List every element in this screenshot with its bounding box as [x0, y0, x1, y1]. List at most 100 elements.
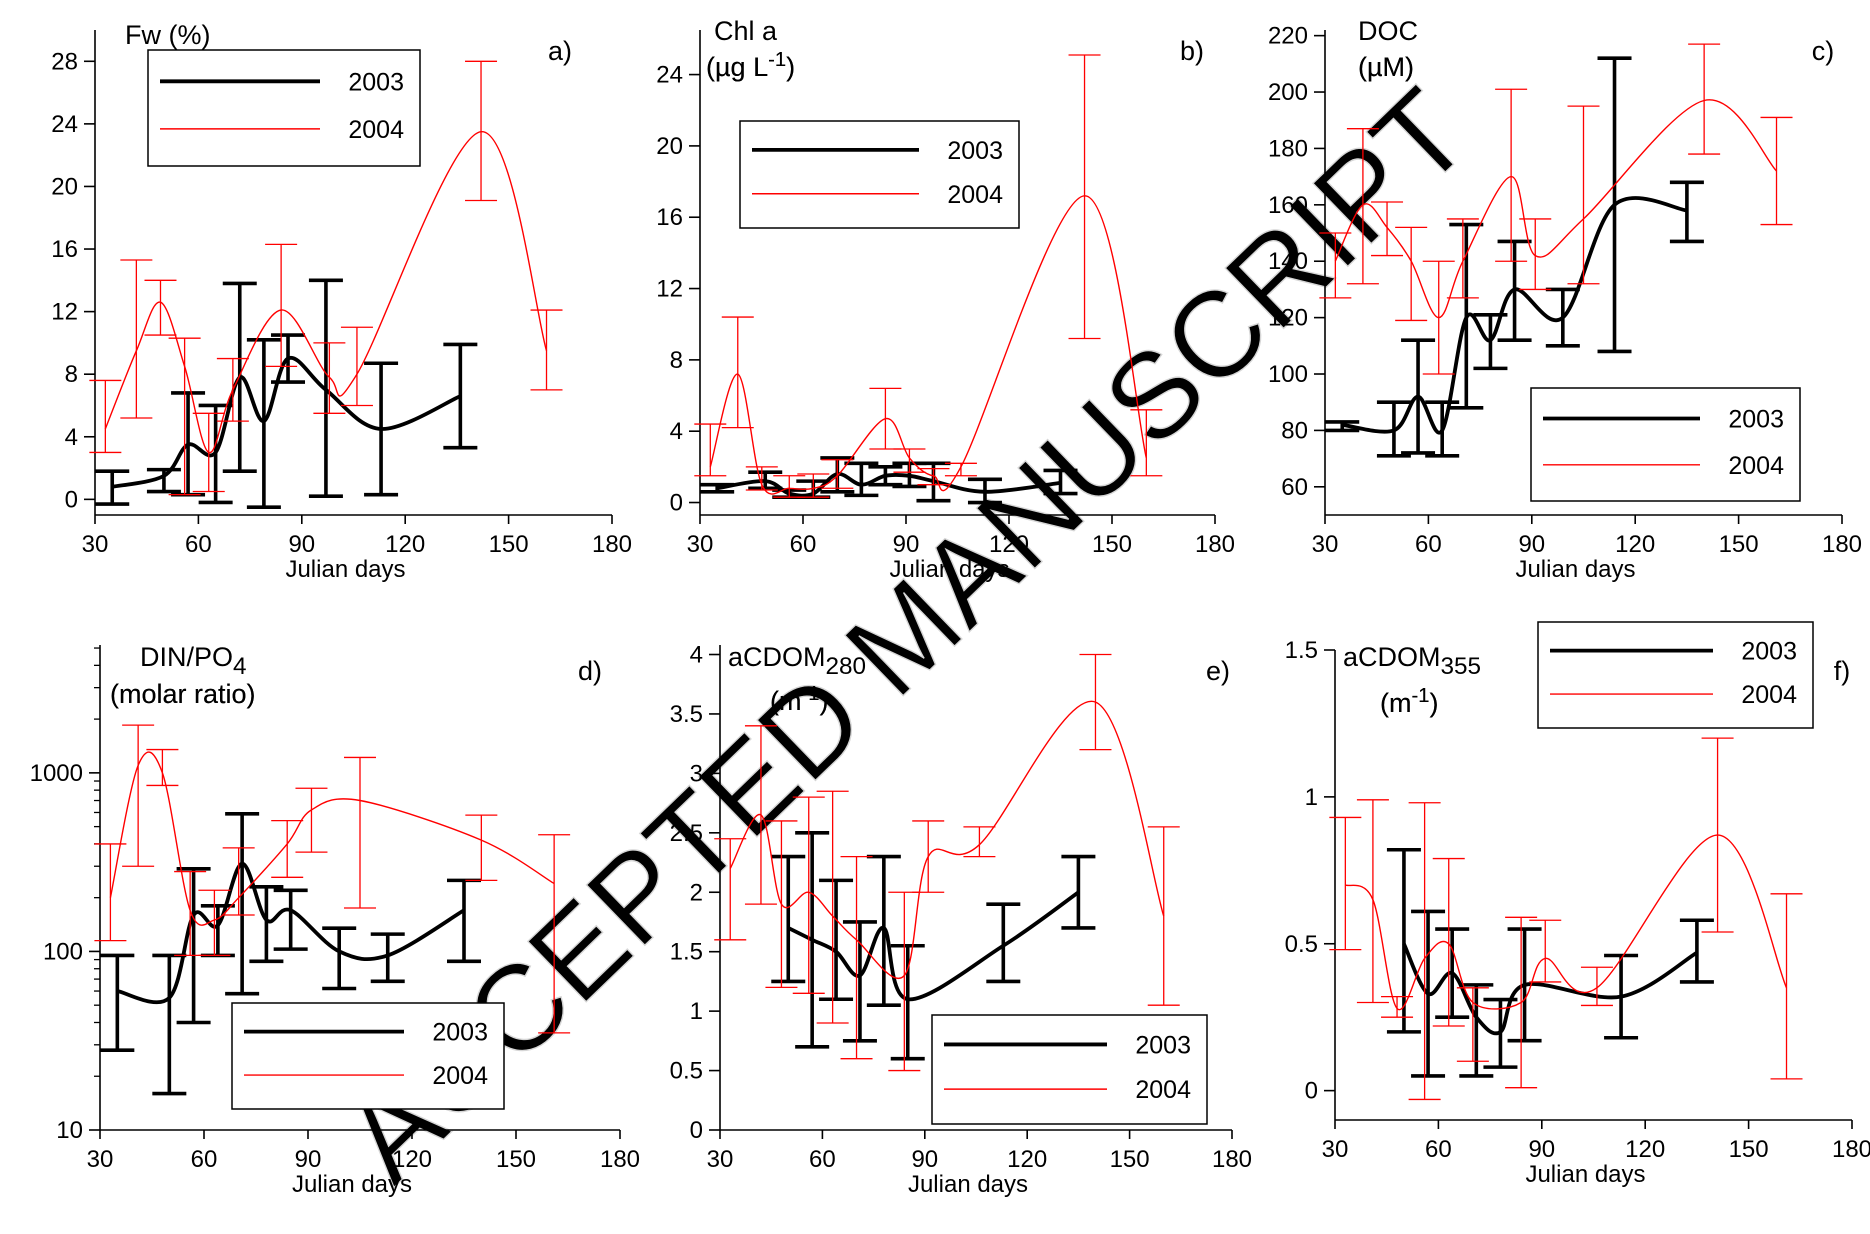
error-bar-2003: [986, 902, 1021, 984]
legend-label-2004: 2004: [348, 116, 404, 144]
error-bar-2003: [1679, 918, 1714, 984]
series-line-2003: [116, 861, 465, 1005]
legend: 2003 2004: [931, 1014, 1208, 1125]
error-bar-2004: [1688, 43, 1721, 155]
error-bar-2003: [819, 878, 854, 1002]
chart-title: aCDOM355: [1343, 642, 1481, 680]
y-tick-label: 20: [656, 133, 683, 160]
chart-title-units: (µg L-1): [706, 49, 795, 82]
y-tick-label: 4: [670, 418, 683, 445]
y-tick-label: 100: [1268, 361, 1308, 388]
chart-panel-b: 30 60 90 120 150 180 Julian days 0 4 8 12 16 20 24 200…: [656, 16, 1235, 583]
x-tick-label: 60: [1415, 531, 1442, 558]
y-tick-label: 16: [656, 204, 683, 231]
series-line-2004: [1334, 99, 1778, 319]
x-tick-label: 180: [592, 531, 632, 558]
error-bar-2004: [792, 796, 825, 994]
x-tick-label: 90: [288, 531, 315, 558]
error-bar-2004: [538, 834, 571, 1034]
x-tick-label: 30: [82, 531, 109, 558]
error-bar-2004: [1147, 826, 1180, 1006]
chart-title: DOC: [1358, 16, 1418, 46]
error-bar-2004: [917, 467, 950, 486]
series-2004: [89, 60, 563, 496]
chart-title-units: (µg L-1): [706, 49, 795, 82]
legend-box: [1537, 621, 1814, 729]
y-tick-label: 1.5: [670, 939, 703, 966]
series-2003: [771, 831, 1096, 1061]
x-tick-label: 180: [1832, 1136, 1870, 1163]
legend-box: [1530, 387, 1801, 502]
error-bar-2004: [1408, 802, 1441, 1101]
y-tick-label: 1.5: [1285, 637, 1318, 664]
series-line-2004: [1344, 834, 1788, 1011]
error-bar-2003: [370, 932, 405, 984]
y-tick-label: 100: [43, 938, 83, 965]
y-tick-label: 0: [670, 490, 683, 517]
x-tick-label: 30: [1322, 1136, 1349, 1163]
legend-box: [147, 49, 421, 167]
legend: 2003 2004: [1537, 621, 1814, 729]
y-tick-label: 4: [65, 424, 78, 451]
chart-title-units: (m-1): [770, 683, 829, 716]
y-tick-label: 2.5: [670, 820, 703, 847]
y-tick-label: 200: [1268, 79, 1308, 106]
chart-title-units: (m-1): [1380, 685, 1439, 718]
error-bar-2004: [465, 814, 498, 882]
y-tick-label: 3.5: [670, 701, 703, 728]
legend-label-2003: 2003: [1728, 406, 1784, 434]
x-tick-label: 30: [87, 1146, 114, 1173]
y-tick-label: 4: [690, 642, 703, 669]
error-bar-2003: [771, 854, 806, 984]
panel-letter: d): [578, 656, 602, 686]
x-tick-label: 90: [893, 531, 920, 558]
chart-panel-e: 30 60 90 120 150 180 Julian days 0 0.5 1 1.5 2 2.5 3 3…: [670, 642, 1252, 1198]
legend-label-2003: 2003: [947, 137, 1003, 165]
x-tick-label: 150: [1719, 531, 1759, 558]
error-bar-2003: [322, 926, 357, 991]
x-tick-label: 150: [496, 1146, 536, 1173]
error-bar-2004: [1529, 919, 1562, 983]
x-tick-label: 90: [295, 1146, 322, 1173]
legend-box: [931, 1014, 1208, 1125]
series-line-2004: [729, 700, 1165, 979]
x-tick-label: 30: [1312, 531, 1339, 558]
error-bar-2004: [963, 826, 996, 858]
chart-title: aCDOM280: [728, 642, 866, 680]
chart-title: Chl a: [714, 16, 778, 46]
error-bar-2004: [265, 243, 298, 368]
x-tick-label: 90: [1528, 1136, 1555, 1163]
legend-box: [231, 1002, 505, 1110]
y-tick-label: 12: [51, 299, 78, 326]
y-tick-label: 8: [670, 347, 683, 374]
series-2003: [100, 811, 481, 1096]
error-bar-2003: [200, 904, 235, 958]
y-tick-label: 0: [690, 1117, 703, 1144]
x-tick-label: 180: [1212, 1146, 1252, 1173]
series-line-2004: [109, 751, 555, 926]
error-bar-2004: [1760, 116, 1793, 226]
chart-title: DIN/PO4: [140, 642, 247, 680]
x-tick-label: 120: [989, 531, 1029, 558]
error-bar-2003: [1061, 854, 1096, 930]
error-bar-2003: [176, 867, 211, 1025]
error-bar-2004: [797, 473, 830, 498]
error-bar-2004: [1446, 218, 1479, 299]
x-tick-label: 90: [1518, 531, 1545, 558]
x-tick-label: 60: [1425, 1136, 1452, 1163]
legend-label-2003: 2003: [432, 1019, 488, 1047]
error-bar-2004: [271, 819, 304, 878]
error-bar-2004: [89, 379, 122, 454]
chart-title-units: (m-1): [770, 683, 829, 716]
y-tick-label: 12: [656, 276, 683, 303]
legend-label-2004: 2004: [1728, 452, 1784, 480]
error-bar-2004: [1381, 995, 1414, 1018]
x-axis-label: Julian days: [1515, 556, 1635, 583]
panel-letter: c): [1812, 36, 1835, 66]
error-bar-2004: [120, 259, 153, 419]
chart-panel-a: 30 60 90 120 150 180 Julian days 0 4 8 12 16 20 24 28 2…: [51, 20, 632, 583]
error-bar-2003: [95, 469, 130, 506]
error-bar-2004: [144, 279, 177, 336]
